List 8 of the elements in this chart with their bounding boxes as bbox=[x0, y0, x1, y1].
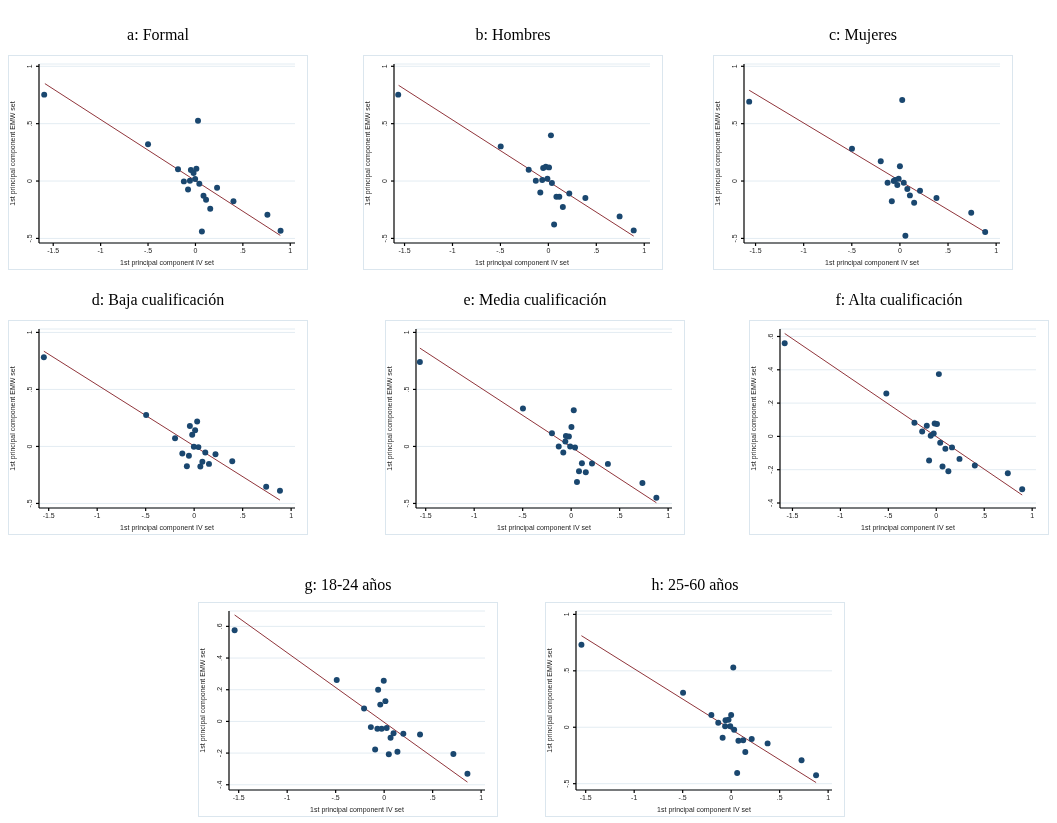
chart-title: f: Alta cualificación bbox=[834, 291, 964, 309]
chart-title: g: 18-24 años bbox=[303, 576, 393, 594]
chart-title: a: Formal bbox=[126, 26, 190, 44]
chart-title: b: Hombres bbox=[474, 26, 552, 44]
chart-title: e: Media cualificación bbox=[462, 291, 608, 309]
chart-title: c: Mujeres bbox=[828, 26, 898, 44]
chart-title: h: 25-60 años bbox=[650, 576, 740, 594]
chart-title: d: Baja cualificación bbox=[90, 291, 226, 309]
